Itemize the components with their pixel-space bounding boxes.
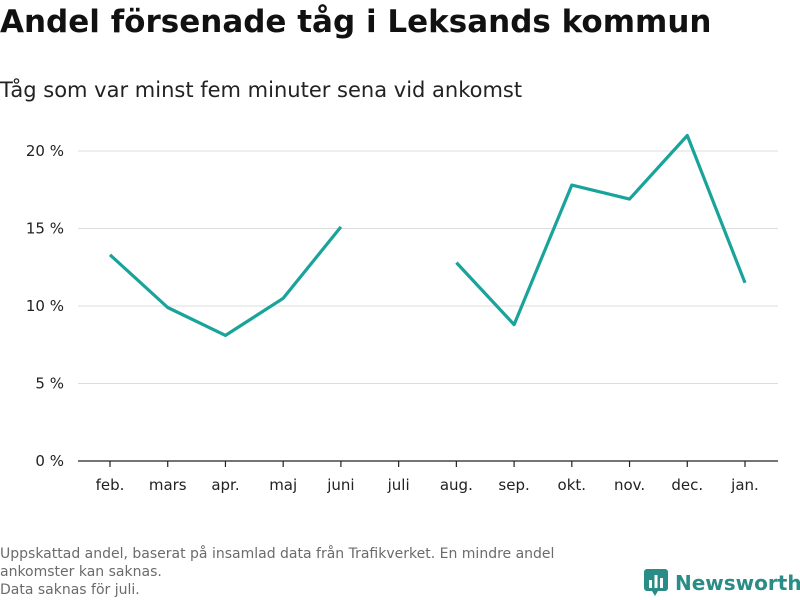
- line-chart: 0 % 5 % 10 % 15 % 20 % feb. mars apr. maj juni jul…: [26, 133, 778, 494]
- brand-name: Newsworthy: [675, 571, 800, 595]
- y-tick-label: 5 %: [35, 375, 64, 393]
- series-line: [455, 133, 747, 327]
- chart-title: Andel försenade tåg i Leksands kommun: [0, 4, 712, 40]
- footnote: Uppskattad andel, baserat på insamlad da…: [0, 545, 640, 599]
- x-tick-label: juni: [326, 476, 354, 494]
- x-tick-label: feb.: [96, 476, 125, 494]
- x-tick-label: okt.: [558, 476, 587, 494]
- x-tick-label: mars: [149, 476, 187, 494]
- y-tick-label: 15 %: [26, 220, 64, 238]
- x-tick-label: dec.: [671, 476, 703, 494]
- chart-subtitle: Tåg som var minst fem minuter sena vid a…: [0, 78, 523, 102]
- y-tick-label: 20 %: [26, 142, 64, 160]
- series-line: [108, 225, 343, 337]
- bar-chart-logo-icon: [644, 569, 668, 596]
- footnote-line: Uppskattad andel, baserat på insamlad da…: [0, 546, 555, 562]
- x-tick-label: sep.: [498, 476, 529, 494]
- x-tick-label: jan.: [730, 476, 759, 494]
- footnote-line: ankomster kan saknas.: [0, 564, 162, 580]
- x-tick-label: maj: [269, 476, 297, 494]
- footnote-line: Data saknas för juli.: [0, 582, 140, 598]
- x-tick-label: juli: [387, 476, 410, 494]
- x-tick-label: nov.: [614, 476, 645, 494]
- x-tick-label: aug.: [440, 476, 473, 494]
- y-tick-label: 10 %: [26, 297, 64, 315]
- y-tick-label: 0 %: [35, 452, 64, 470]
- x-tick-label: apr.: [211, 476, 239, 494]
- brand-logo: Newsworthy: [644, 569, 800, 597]
